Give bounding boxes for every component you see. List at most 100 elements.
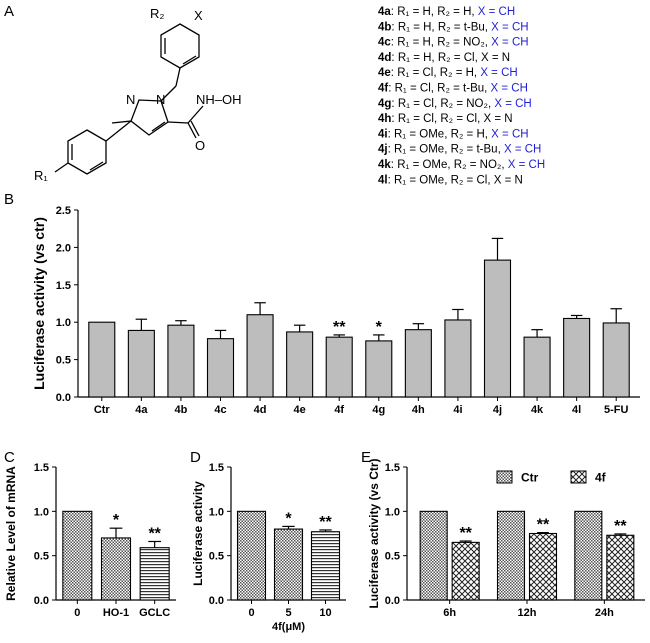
compound-sep: : bbox=[388, 174, 394, 186]
side-chain-label: NH–OH bbox=[196, 92, 242, 107]
compound-sep: , bbox=[484, 83, 490, 95]
x-tick-label: 4b bbox=[175, 404, 188, 416]
top-ring-double-bond bbox=[182, 55, 197, 65]
compound-r1: R₁ = H bbox=[397, 37, 431, 49]
x-tick-label: 4e bbox=[294, 404, 306, 416]
x-tick-label: 4i bbox=[453, 404, 462, 416]
compound-sep: : bbox=[388, 83, 394, 95]
bar bbox=[419, 510, 448, 601]
compound-sep: , bbox=[444, 128, 450, 140]
x-tick-label: GCLC bbox=[139, 607, 170, 619]
compound-sep: , bbox=[431, 37, 437, 49]
bar bbox=[286, 331, 314, 398]
significance-marker: ** bbox=[459, 525, 472, 542]
compound-r1: R₁ = OMe bbox=[397, 159, 447, 171]
x-tick-label: 5-FU bbox=[604, 404, 629, 416]
x-tick-label: Ctr bbox=[94, 404, 111, 416]
amide-bond bbox=[187, 105, 204, 124]
compound-entry: 4l: R₁ = OMe, R₂ = Cl, X = N bbox=[378, 174, 523, 186]
bar bbox=[139, 547, 170, 601]
y-tick-label: 0.5 bbox=[209, 551, 224, 563]
y-axis-label: Luciferase activity (vs ctr) bbox=[31, 217, 47, 390]
compound-sep: , bbox=[477, 113, 483, 125]
x-axis-label: 4f(μM) bbox=[272, 621, 305, 633]
x-tick-label: 4j bbox=[493, 404, 502, 416]
bar bbox=[451, 541, 480, 601]
compound-sep: : bbox=[391, 37, 397, 49]
compound-sep: : bbox=[391, 52, 397, 64]
legend-label: 4f bbox=[595, 471, 607, 485]
panel-label-e: E bbox=[361, 449, 371, 466]
compound-x: X = CH bbox=[491, 83, 528, 95]
compound-entry: 4c: R₁ = H, R₂ = NO₂, X = CH bbox=[378, 37, 529, 49]
y-axis-label: Relative Level of mRNA bbox=[4, 466, 18, 601]
x-tick-label: 0 bbox=[248, 607, 254, 619]
y-tick-label: 0.0 bbox=[34, 595, 49, 607]
compound-sep: : bbox=[391, 21, 397, 33]
r2-label: R₂ bbox=[150, 6, 164, 21]
significance-marker: ** bbox=[319, 514, 332, 531]
compound-entry: 4f: R₁ = Cl, R₂ = t-Bu, X = CH bbox=[378, 83, 528, 95]
compound-sep: , bbox=[433, 67, 439, 79]
compound-id: 4g bbox=[378, 98, 391, 110]
x-label: X bbox=[194, 8, 203, 23]
y-tick-label: 1.0 bbox=[56, 317, 71, 329]
compound-x: X = N bbox=[481, 52, 510, 64]
compound-x: X = CH bbox=[491, 128, 528, 140]
r1-label: R₁ bbox=[34, 168, 48, 183]
bar bbox=[167, 324, 195, 398]
compound-id: 4c bbox=[378, 37, 391, 49]
compound-entry: 4h: R₁ = Cl, R₂ = Cl, X = N bbox=[378, 113, 513, 125]
bottom-phenyl-ring bbox=[67, 129, 107, 175]
x-tick-label: 4f bbox=[334, 404, 344, 416]
compound-x: X = CH bbox=[491, 21, 528, 33]
panel-label-a: A bbox=[4, 3, 14, 20]
y-axis-label: Luciferase activity (vs Ctr) bbox=[367, 458, 381, 608]
y-tick-label: 1.5 bbox=[34, 462, 49, 474]
bar bbox=[246, 314, 274, 398]
y-tick-label: 1.5 bbox=[209, 462, 224, 474]
bar bbox=[236, 510, 267, 601]
compound-x: X = CH bbox=[494, 98, 531, 110]
compound-sep: : bbox=[391, 98, 397, 110]
compound-x: X = CH bbox=[480, 67, 517, 79]
compound-entry: 4b: R₁ = H, R₂ = t-Bu, X = CH bbox=[378, 21, 529, 33]
significance-marker: * bbox=[376, 319, 383, 336]
compound-r1: R₁ = Cl bbox=[398, 113, 434, 125]
bar bbox=[444, 319, 472, 398]
bar bbox=[602, 322, 630, 398]
compound-sep: , bbox=[431, 6, 437, 18]
compound-sep: , bbox=[474, 67, 480, 79]
x-tick-label: 4g bbox=[372, 404, 385, 416]
bar bbox=[404, 329, 432, 398]
compound-sep: , bbox=[434, 98, 440, 110]
ring-attach-bond bbox=[105, 120, 132, 142]
carbonyl-double-bond bbox=[190, 120, 200, 137]
compound-x: X = N bbox=[494, 174, 523, 186]
chart-e: 0.0 0.5 1.0 1.5 Luciferase activity (vs Ctr)… bbox=[367, 458, 645, 619]
x-tick-label: 4k bbox=[531, 404, 544, 416]
compound-entry: 4e: R₁ = Cl, R₂ = H, X = CH bbox=[378, 67, 518, 79]
compound-sep: : bbox=[391, 6, 397, 18]
compound-sep: , bbox=[475, 52, 481, 64]
bar bbox=[496, 510, 526, 601]
compound-sep: , bbox=[431, 52, 437, 64]
significance-marker: ** bbox=[148, 525, 161, 542]
bottom-ring-double-bond bbox=[89, 161, 104, 171]
y-axis-label: Luciferase activity bbox=[191, 481, 205, 586]
bar bbox=[273, 528, 304, 601]
compound-id: 4b bbox=[378, 21, 391, 33]
compound-r1: R₁ = Cl bbox=[398, 98, 434, 110]
compound-sep: , bbox=[431, 21, 437, 33]
compound-r2: R₂ = Cl bbox=[451, 174, 488, 186]
compound-r2: R₂ = H bbox=[437, 6, 471, 18]
compound-sep: : bbox=[391, 113, 397, 125]
bottom-aryl-outline bbox=[63, 123, 112, 180]
compound-sep: , bbox=[471, 6, 477, 18]
y-tick-label: 0.5 bbox=[56, 355, 71, 367]
carbonyl-bond bbox=[187, 122, 197, 139]
bottom-phenyl-ring bbox=[64, 123, 112, 180]
chemical-structure bbox=[54, 23, 204, 180]
